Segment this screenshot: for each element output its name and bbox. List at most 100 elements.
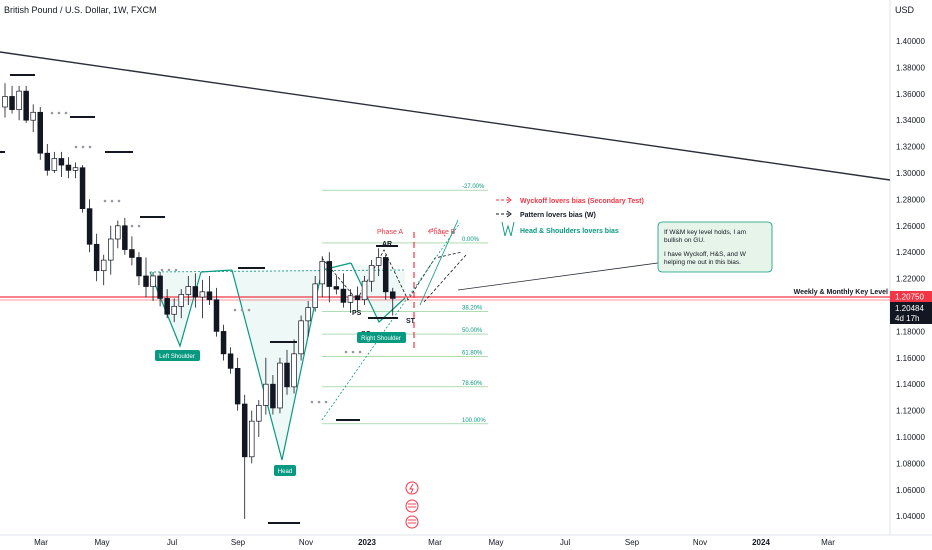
candle[interactable] [86, 199, 93, 253]
candle[interactable] [185, 275, 192, 305]
left-shoulder-tag[interactable]: Left Shoulder [155, 350, 200, 361]
candles[interactable] [2, 83, 396, 519]
bias-legend[interactable]: Wyckoff lovers bias (Secondary Test) Pat… [496, 196, 644, 237]
candle[interactable] [249, 410, 255, 464]
candle[interactable] [234, 357, 241, 411]
dot-marker [160, 268, 164, 272]
y-tick-label: 1.36000 [896, 90, 925, 99]
candle-body [122, 225, 128, 250]
candle[interactable] [37, 107, 43, 160]
y-tick-label: 1.04000 [896, 512, 925, 521]
candle[interactable] [30, 104, 36, 133]
w-pattern[interactable] [321, 249, 463, 301]
phase-a-label: Phase A [377, 229, 403, 236]
us-flag-icon[interactable] [405, 499, 419, 513]
countdown-label: 4d 17h [895, 314, 919, 323]
candle[interactable] [206, 275, 213, 305]
candle-body [79, 167, 86, 209]
candle-body [185, 286, 192, 295]
x-tick-label: Mar [428, 538, 442, 547]
candle[interactable] [199, 279, 206, 319]
dot-marker [64, 111, 68, 115]
candle[interactable] [107, 225, 114, 275]
candle[interactable] [220, 324, 227, 361]
candle[interactable] [227, 347, 234, 374]
candle[interactable] [326, 252, 333, 303]
candle[interactable] [319, 256, 326, 298]
candle-body [192, 286, 199, 298]
candle[interactable] [2, 83, 8, 118]
candle[interactable] [150, 272, 156, 302]
candle[interactable] [16, 85, 22, 121]
candle[interactable] [263, 357, 269, 415]
right-shoulder-tag[interactable]: Right Shoulder [357, 332, 406, 343]
candle[interactable] [72, 162, 79, 179]
candle[interactable] [256, 400, 262, 437]
candle[interactable] [312, 275, 318, 312]
fib-level-label: 0.00% [462, 237, 480, 243]
candle[interactable] [157, 272, 163, 307]
fib-retracement[interactable]: -27.00% 0.00% 38.20% 50.00% 61.80% 78.60% 100.… [322, 184, 488, 425]
candle[interactable] [305, 301, 311, 337]
candle[interactable] [178, 289, 185, 319]
callout-note[interactable]: If W&M key level holds, I am bullish on … [457, 221, 773, 291]
candle[interactable] [270, 374, 276, 415]
candle[interactable] [129, 236, 135, 266]
lightning-icon[interactable] [405, 481, 419, 495]
candle[interactable] [241, 394, 248, 519]
callout-line-4: helping me out in this bias. [664, 259, 741, 266]
x-tick-label: Mar [34, 538, 48, 547]
candle[interactable] [361, 275, 368, 305]
candle[interactable] [368, 260, 375, 292]
head-tag[interactable]: Head [274, 465, 296, 476]
event-icons[interactable] [405, 481, 419, 529]
candle[interactable] [122, 217, 128, 255]
candle[interactable] [115, 220, 121, 249]
candle[interactable] [213, 287, 220, 337]
y-tick-label: 1.22000 [896, 275, 925, 284]
candle[interactable] [100, 254, 107, 286]
candle[interactable] [284, 349, 290, 395]
dot-marker [117, 199, 121, 203]
ar-label: AR [382, 241, 392, 248]
candle[interactable] [192, 273, 199, 308]
dot-markers [50, 111, 362, 404]
y-tick-label: 1.14000 [896, 380, 925, 389]
us-flag-icon-2[interactable] [405, 515, 419, 529]
candle[interactable] [65, 157, 72, 179]
x-tick-label: Jul [560, 538, 570, 547]
downtrend-line[interactable] [0, 51, 891, 181]
candle[interactable] [164, 289, 170, 319]
candle[interactable] [298, 315, 304, 361]
candle[interactable] [347, 289, 354, 313]
candle[interactable] [9, 85, 15, 114]
candle[interactable] [171, 298, 177, 323]
right-shoulder-label: Right Shoulder [361, 336, 401, 342]
candle[interactable] [382, 254, 389, 300]
candle[interactable] [354, 286, 361, 311]
dot-marker [240, 308, 244, 312]
candle[interactable] [390, 287, 396, 316]
candle[interactable] [58, 151, 65, 177]
candle[interactable] [44, 143, 51, 176]
time-axis[interactable]: Mar May Jul Sep Nov 2023 Mar May Jul Sep Nov 2024 Ma… [34, 538, 835, 547]
candle[interactable] [143, 257, 149, 298]
candle-body [249, 420, 255, 458]
candle[interactable] [93, 233, 100, 282]
candle[interactable] [375, 248, 382, 276]
candle[interactable] [79, 165, 86, 213]
candle-body [51, 158, 58, 171]
candle[interactable] [136, 252, 142, 286]
candle[interactable] [23, 85, 29, 123]
candle[interactable] [277, 357, 283, 414]
candle[interactable] [51, 151, 58, 173]
candle[interactable] [333, 275, 340, 295]
candle-body [100, 259, 107, 272]
x-tick-label: Jul [167, 538, 177, 547]
y-tick-label: 1.26000 [896, 222, 925, 231]
candle-body [44, 152, 51, 171]
y-tick-label: 1.10000 [896, 433, 925, 442]
candle[interactable] [340, 273, 347, 308]
candle[interactable] [291, 339, 297, 394]
